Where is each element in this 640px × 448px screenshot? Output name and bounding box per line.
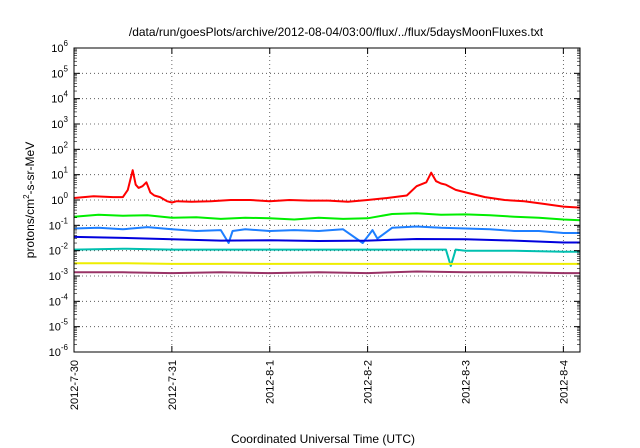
x-tick-label: 2012-8-2 <box>363 360 375 404</box>
y-tick-label: 102 <box>51 140 68 156</box>
y-tick-label: 10-2 <box>49 242 69 258</box>
series-line-7 <box>74 270 580 275</box>
x-axis-label: Coordinated Universal Time (UTC) <box>231 432 415 446</box>
y-tick-label: 10-1 <box>49 216 69 232</box>
y-tick-label: 10-5 <box>49 318 69 334</box>
series-line-3 <box>73 225 580 244</box>
chart-title: /data/run/goesPlots/archive/2012-08-04/0… <box>129 25 544 39</box>
y-tick-label: 106 <box>51 39 68 55</box>
y-tick-label: 105 <box>51 64 68 80</box>
x-tick-label: 2012-8-3 <box>460 360 472 404</box>
x-tick-label: 2012-7-30 <box>69 360 81 410</box>
y-tick-label: 104 <box>51 90 68 106</box>
x-ticks: 2012-7-30 2012-7-31 2012-8-1 2012-8-2 2012-8… <box>69 48 570 410</box>
series-line-4 <box>73 235 580 244</box>
plot-series <box>73 169 581 275</box>
y-axis-label: protons/cm2-s-sr-MeV <box>22 142 37 258</box>
y-tick-label: 10-4 <box>49 292 69 308</box>
grid <box>74 48 580 352</box>
y-tick-label: 10-6 <box>49 343 69 359</box>
y-ticks: 10-6 10-5 10-4 10-3 10-2 10-1 100 101 102 103 104 1… <box>49 39 580 359</box>
series-line-5 <box>73 247 580 267</box>
x-tick-label: 2012-7-31 <box>167 360 179 410</box>
x-tick-label: 2012-8-4 <box>558 360 570 404</box>
y-tick-label: 101 <box>51 166 68 182</box>
y-tick-label: 10-3 <box>49 267 69 283</box>
x-tick-label: 2012-8-1 <box>265 360 277 404</box>
series-line-6 <box>74 262 580 265</box>
series-line-2 <box>73 212 581 222</box>
series-line-1 <box>73 169 581 209</box>
y-tick-label: 100 <box>51 191 68 207</box>
y-tick-label: 103 <box>51 115 68 131</box>
